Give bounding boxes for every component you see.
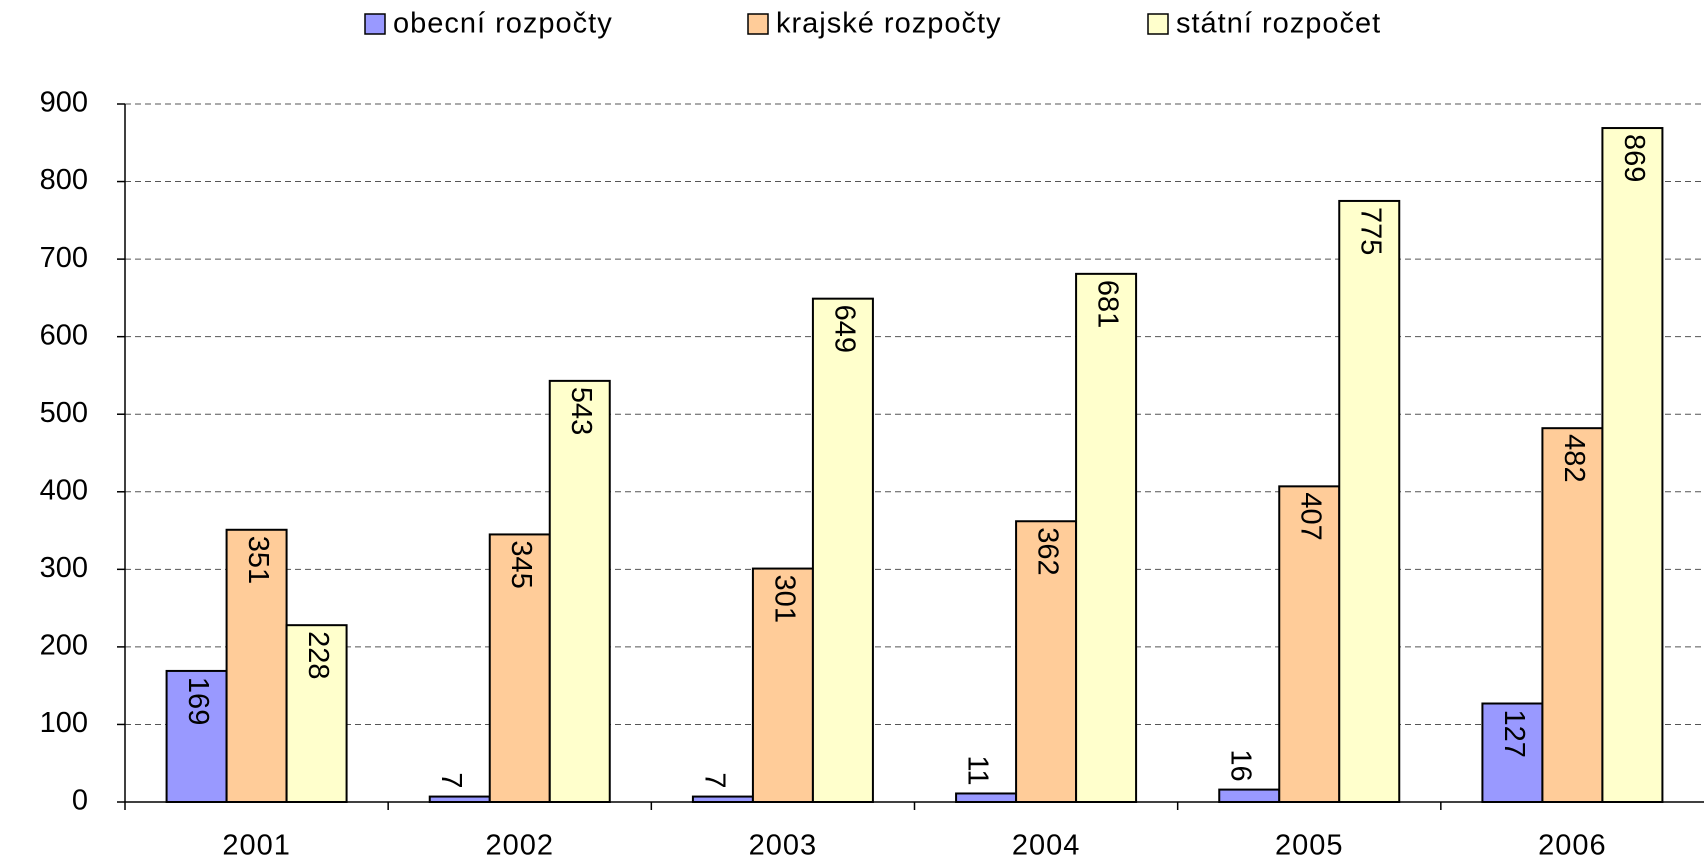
x-tick-label: 2004 [1012,830,1081,862]
x-tick-label: 2006 [1538,830,1607,862]
legend-swatch [747,13,769,35]
data-label: 301 [768,575,800,623]
y-tick-label: 200 [40,630,88,662]
data-label: 869 [1618,134,1650,182]
x-tick-label: 2003 [749,830,818,862]
data-label: 351 [242,536,274,584]
bar [1338,199,1401,803]
bar [1541,427,1604,803]
bar [1481,702,1544,804]
y-tick-label: 300 [40,552,88,584]
data-label: 543 [565,387,597,435]
legend-label: státní rozpočet [1176,8,1381,40]
data-label: 127 [1498,710,1530,758]
bar [285,624,348,803]
bar [548,379,611,803]
legend-swatch [1147,13,1169,35]
data-label: 345 [505,540,537,588]
y-tick-label: 500 [40,397,88,429]
data-label: 649 [828,305,860,353]
bar [1015,520,1078,803]
legend-label: obecní rozpočty [393,8,613,40]
bar [691,795,754,803]
bar [165,669,228,803]
legend-label: krajské rozpočty [776,8,1002,40]
x-tick-label: 2002 [485,830,554,862]
y-tick-label: 0 [72,785,88,817]
bar [811,297,874,803]
data-label: 228 [302,631,334,679]
data-label: 16 [1225,749,1257,781]
legend-swatch [364,13,386,35]
data-label: 362 [1031,527,1063,575]
x-tick-label: 2005 [1275,830,1344,862]
data-label: 407 [1295,492,1327,540]
y-tick-label: 100 [40,707,88,739]
data-label: 7 [435,772,467,788]
y-tick-label: 900 [40,87,88,119]
bar [1601,127,1664,803]
bar [751,567,814,804]
data-label: 482 [1558,434,1590,482]
bar [225,528,288,804]
y-tick-label: 800 [40,164,88,196]
bar [1278,485,1341,803]
y-tick-label: 400 [40,474,88,506]
bar [955,792,1018,803]
x-tick-label: 2001 [222,830,291,862]
bar [1218,788,1281,804]
data-label: 11 [961,755,993,785]
bar [428,795,491,803]
data-label: 775 [1355,207,1387,255]
bar [1075,272,1138,803]
y-tick-label: 600 [40,319,88,351]
data-label: 7 [698,772,730,788]
data-label: 681 [1091,280,1123,328]
data-label: 169 [182,677,214,725]
y-tick-label: 700 [40,242,88,274]
